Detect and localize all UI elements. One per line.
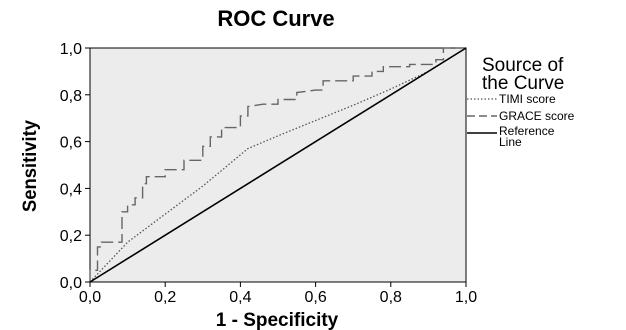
y-tick-label: 0,8 (60, 88, 82, 105)
legend-label: Line (499, 135, 522, 149)
legend-label: GRACE score (499, 109, 575, 123)
x-tick-label: 1,0 (455, 289, 477, 306)
y-tick-label: 0,4 (60, 181, 82, 198)
legend-label: Reference (499, 124, 555, 138)
plot-layer (89, 47, 467, 283)
legend-label: TIMI score (499, 92, 556, 106)
legend-title: the Curve (482, 73, 564, 94)
axis-layer: 0,0 0,2 0,4 0,6 0,8 1,0 0,0 0,2 0,4 0,6 0,8 1,0 (60, 41, 477, 306)
series-reference-line (89, 47, 467, 283)
y-axis-label: Sensitivity (20, 120, 41, 212)
y-tick-label: 0,6 (60, 135, 82, 152)
x-tick-label: 0,8 (380, 289, 402, 306)
y-tick-label: 1,0 (60, 41, 82, 58)
x-tick-label: 0,4 (229, 289, 251, 306)
series-timi-score (89, 47, 467, 283)
x-axis-label: 1 - Specificity (216, 310, 339, 330)
series-grace-score (89, 47, 466, 282)
x-tick-label: 0,6 (304, 289, 326, 306)
y-tick-label: 0,2 (60, 228, 82, 245)
x-tick-label: 0,0 (79, 289, 101, 306)
x-tick-label: 0,2 (154, 289, 176, 306)
y-tick-label: 0,0 (60, 275, 82, 292)
legend-title: Source of (482, 55, 564, 76)
chart-title: ROC Curve (217, 6, 334, 31)
